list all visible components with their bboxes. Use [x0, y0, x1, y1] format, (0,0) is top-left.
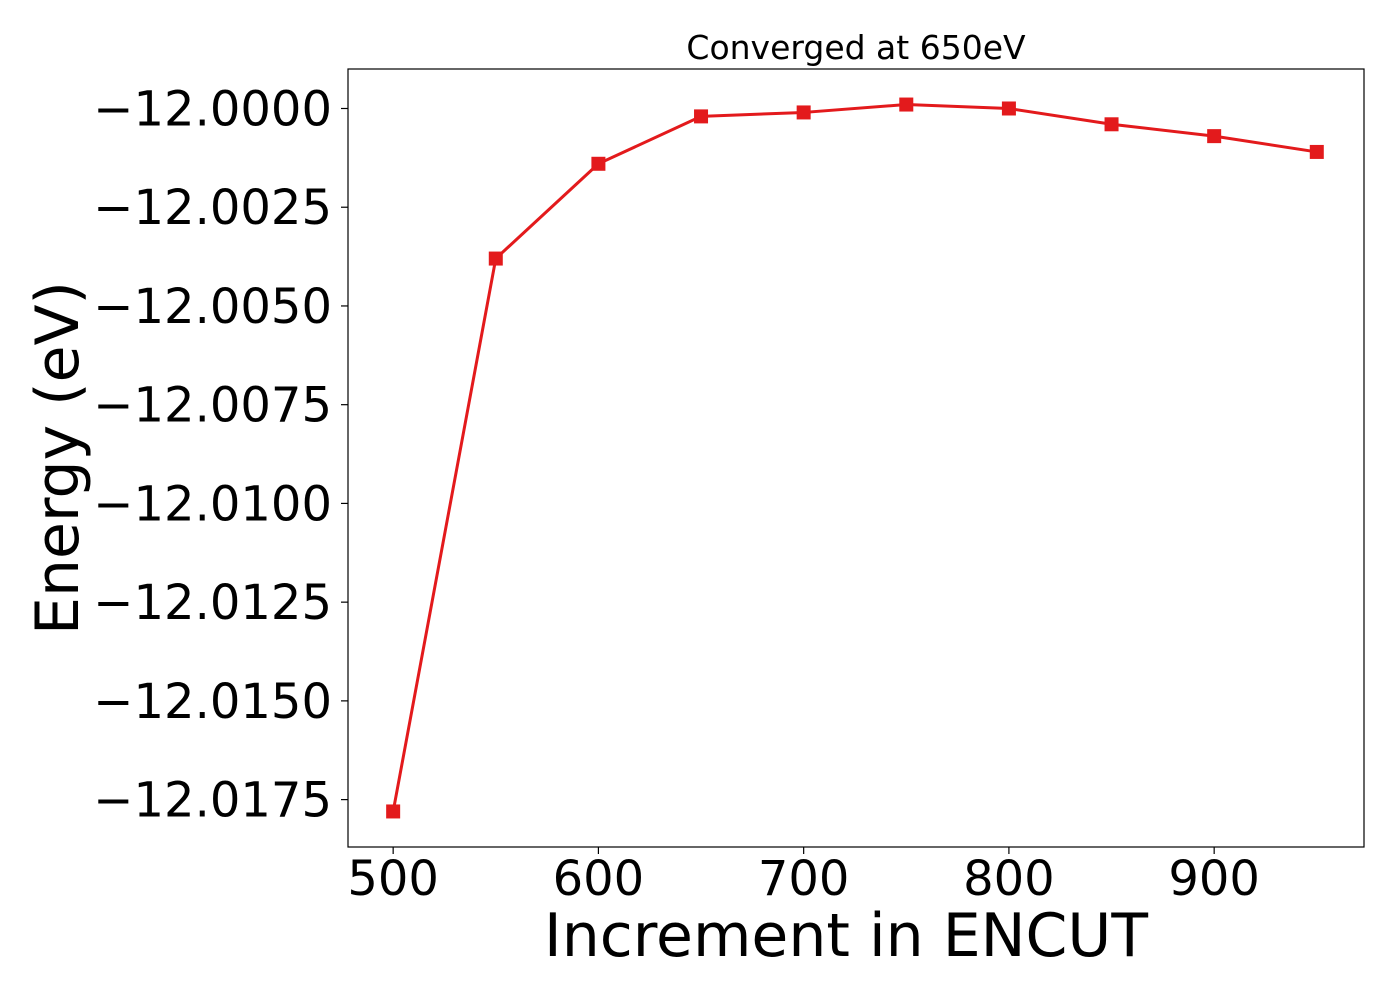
- data-point-marker: [899, 97, 914, 112]
- data-point-marker: [1001, 101, 1016, 116]
- y-axis-ticks: −12.0000 −12.0025 −12.0050 −12.0075 −12.0100…: [93, 81, 348, 829]
- y-tick-label: −12.0075: [93, 378, 332, 434]
- y-axis-label: Energy (eV): [23, 281, 93, 635]
- data-point-marker: [1104, 117, 1119, 132]
- x-tick-label: 600: [553, 851, 645, 907]
- series-line: [391, 103, 1318, 812]
- y-tick-label: −12.0150: [93, 674, 332, 730]
- plot-area-frame: [347, 68, 1365, 848]
- data-point-marker: [796, 105, 811, 120]
- x-tick-label: 900: [1168, 851, 1260, 907]
- y-tick-label: −12.0175: [93, 773, 332, 829]
- x-tick-label: 500: [347, 851, 439, 907]
- data-point-marker: [488, 251, 503, 266]
- x-axis-label: Increment in ENCUT: [544, 901, 1148, 971]
- data-point-marker: [591, 156, 606, 171]
- x-axis-ticks: 500 600 700 800 900: [347, 847, 1260, 907]
- x-tick-label: 800: [963, 851, 1055, 907]
- series-layer: [386, 97, 1324, 819]
- x-tick-label: 700: [758, 851, 850, 907]
- y-tick-label: −12.0100: [93, 476, 332, 532]
- chart-title: Converged at 650eV: [686, 28, 1026, 67]
- y-tick-label: −12.0125: [93, 575, 332, 631]
- data-point-marker: [1207, 129, 1222, 144]
- data-point-marker: [694, 109, 709, 124]
- data-point-marker: [386, 804, 401, 819]
- y-tick-label: −12.0025: [93, 180, 332, 236]
- data-point-marker: [1309, 144, 1324, 159]
- y-tick-label: −12.0000: [93, 81, 332, 137]
- y-tick-label: −12.0050: [93, 279, 332, 335]
